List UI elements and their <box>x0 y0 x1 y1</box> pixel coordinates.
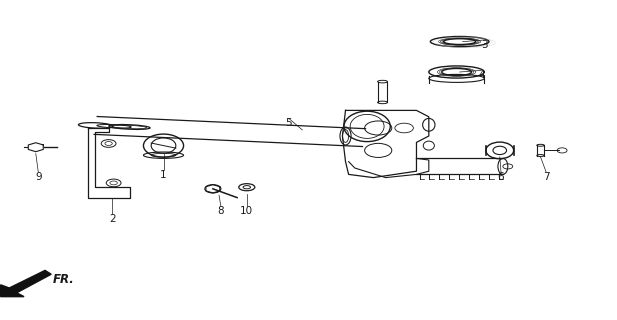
Text: 9: 9 <box>35 172 41 182</box>
Text: FR.: FR. <box>52 273 74 286</box>
Text: 4: 4 <box>478 70 484 80</box>
Text: 1: 1 <box>160 170 167 180</box>
Text: 3: 3 <box>481 40 487 50</box>
Text: 6: 6 <box>498 172 504 182</box>
Text: 7: 7 <box>543 172 549 182</box>
Polygon shape <box>1 270 51 297</box>
Text: 8: 8 <box>218 206 224 216</box>
Text: 10: 10 <box>240 206 254 216</box>
Text: 2: 2 <box>109 214 115 224</box>
Text: 5: 5 <box>286 118 292 128</box>
